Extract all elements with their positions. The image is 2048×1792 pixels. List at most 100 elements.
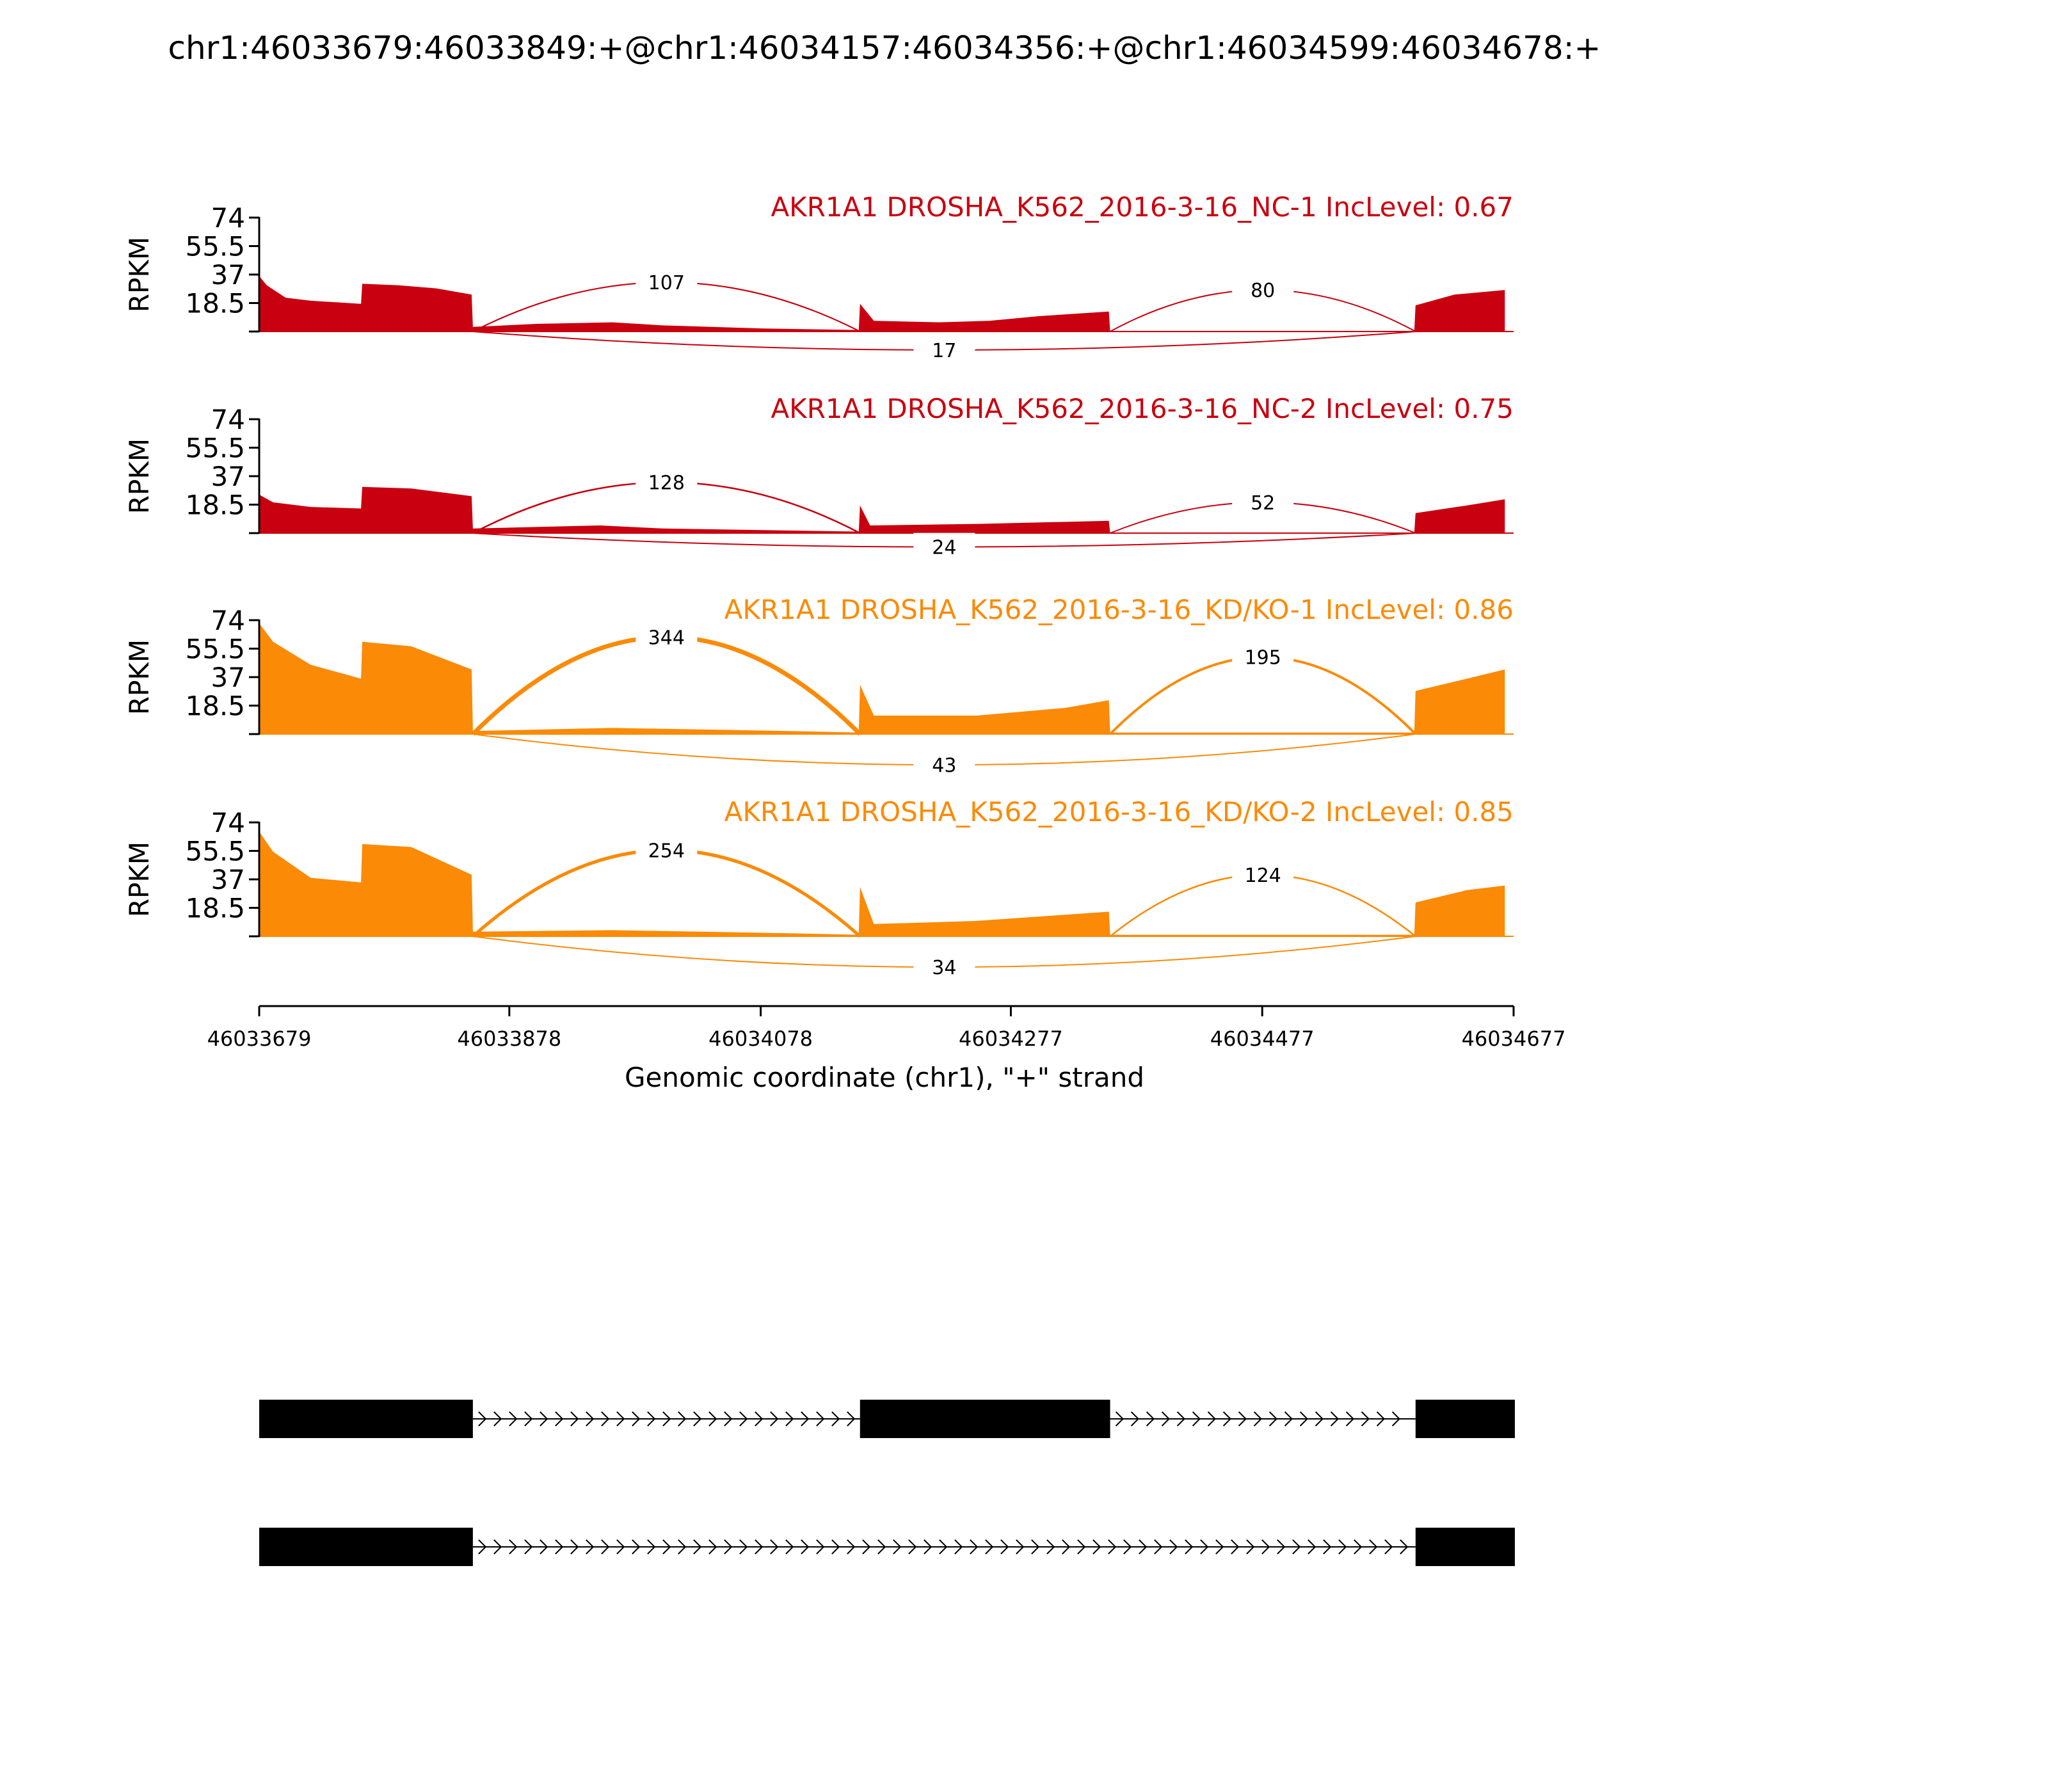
strand-arrow	[1261, 1539, 1270, 1555]
strand-arrow	[1315, 1411, 1324, 1427]
strand-arrow	[1192, 1411, 1201, 1427]
y-tick-label: 37	[211, 461, 245, 492]
strand-arrow	[1354, 1539, 1363, 1555]
junction-label-bg	[636, 623, 698, 652]
x-tick-label: 46034078	[708, 1027, 813, 1051]
strand-arrow	[862, 1539, 871, 1555]
strand-arrow	[1169, 1539, 1178, 1555]
y-tick-label: 55.5	[185, 433, 245, 464]
isoform-track	[259, 1400, 1515, 1566]
exon-block	[259, 1528, 473, 1566]
strand-arrow	[1161, 1411, 1170, 1427]
strand-arrow	[693, 1411, 702, 1427]
strand-arrow	[1092, 1539, 1101, 1555]
strand-arrow	[1000, 1539, 1009, 1555]
junction-label: 43	[932, 755, 956, 777]
strand-arrow	[755, 1539, 764, 1555]
strand-arrow	[816, 1539, 825, 1555]
strand-arrow	[1345, 1411, 1354, 1427]
junction-label-bg	[636, 836, 698, 865]
strand-arrow	[893, 1539, 902, 1555]
strand-arrow	[616, 1411, 625, 1427]
y-tick-label: 74	[211, 202, 245, 234]
x-tick-label: 46034477	[1210, 1027, 1315, 1051]
strand-arrow	[1222, 1411, 1231, 1427]
strand-arrow	[662, 1539, 671, 1555]
strand-arrow	[708, 1539, 717, 1555]
strand-arrow	[954, 1539, 963, 1555]
exon-block	[860, 1400, 1110, 1438]
strand-arrow	[724, 1411, 733, 1427]
strand-arrow	[1308, 1539, 1316, 1555]
strand-arrow	[801, 1411, 810, 1427]
strand-arrow	[632, 1539, 641, 1555]
strand-arrow	[770, 1411, 779, 1427]
y-tick-label: 37	[211, 864, 245, 895]
junction-label: 17	[932, 340, 956, 362]
strand-arrow	[1338, 1539, 1347, 1555]
figure-title: chr1:46033679:46033849:+@chr1:46034157:4…	[168, 29, 1601, 67]
strand-arrow	[678, 1411, 687, 1427]
strand-arrow	[509, 1411, 518, 1427]
strand-arrow	[1215, 1539, 1224, 1555]
junction-label: 128	[648, 472, 685, 495]
y-tick-label: 18.5	[185, 490, 245, 521]
strand-arrow	[924, 1539, 932, 1555]
strand-arrow	[524, 1539, 533, 1555]
junction-arc	[471, 635, 862, 736]
y-axis-label: RPKM	[124, 237, 155, 312]
strand-arrow	[770, 1539, 779, 1555]
junction-label-bg	[1232, 276, 1294, 305]
strand-arrow	[1016, 1539, 1025, 1555]
strand-arrow	[1277, 1539, 1286, 1555]
y-tick-label: 55.5	[185, 836, 245, 867]
junction-label-bg	[1232, 643, 1294, 671]
strand-arrow	[1284, 1411, 1293, 1427]
junction-label: 80	[1251, 280, 1275, 302]
strand-arrow	[540, 1539, 548, 1555]
x-axis: 46033679 46033878 46034078 46034277 46034477…	[207, 1005, 1565, 1051]
strand-arrow	[1154, 1539, 1163, 1555]
strand-arrow	[1176, 1411, 1185, 1427]
strand-arrow	[1246, 1539, 1255, 1555]
strand-arrow	[1077, 1539, 1086, 1555]
strand-arrow	[708, 1411, 717, 1427]
strand-arrow	[1299, 1411, 1308, 1427]
strand-arrow	[662, 1411, 671, 1427]
strand-arrow	[1200, 1539, 1209, 1555]
strand-arrow	[1268, 1411, 1277, 1427]
strand-arrow	[570, 1539, 579, 1555]
y-tick-label: 55.5	[185, 634, 245, 665]
junction-label: 344	[648, 627, 685, 649]
junction-label-bg	[1232, 860, 1294, 889]
strand-arrow	[647, 1411, 656, 1427]
y-tick-label: 37	[211, 259, 245, 291]
strand-arrow	[1062, 1539, 1071, 1555]
strand-arrow	[555, 1539, 564, 1555]
y-axis-label: RPKM	[124, 639, 155, 715]
y-axis-label: RPKM	[124, 438, 155, 514]
y-tick-label: 18.5	[185, 691, 245, 722]
strand-arrow	[632, 1411, 641, 1427]
strand-arrow	[586, 1539, 595, 1555]
strand-arrow	[1031, 1539, 1040, 1555]
strand-arrow	[831, 1411, 840, 1427]
strand-arrow	[540, 1411, 548, 1427]
junction-label: 34	[932, 957, 956, 979]
y-axis-label: RPKM	[124, 842, 155, 917]
junction-label: 124	[1245, 865, 1281, 887]
junction-label-bg	[636, 468, 698, 497]
isoform-2	[259, 1528, 1515, 1566]
x-tick-label: 46034277	[959, 1027, 1063, 1051]
junction-label: 254	[648, 840, 685, 862]
junction-label: 24	[932, 537, 956, 559]
exon-block	[1415, 1400, 1515, 1438]
strand-arrow	[524, 1411, 533, 1427]
sample-label: AKR1A1 DROSHA_K562_2016-3-16_NC-1 IncLev…	[771, 191, 1514, 223]
strand-arrow	[970, 1539, 979, 1555]
strand-arrow	[1384, 1539, 1393, 1555]
